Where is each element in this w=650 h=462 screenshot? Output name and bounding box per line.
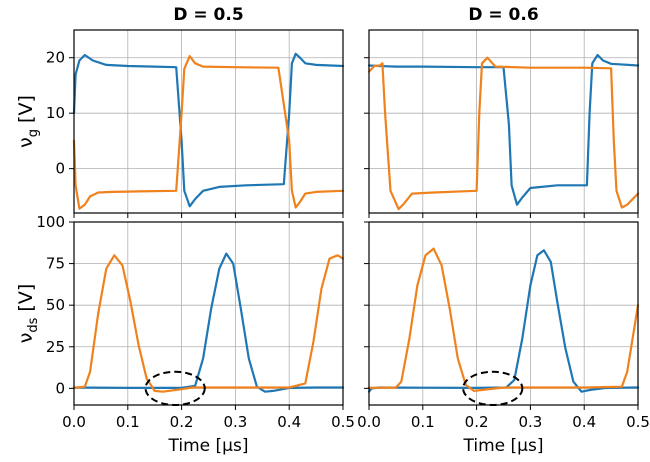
- y-axis-label: νg [V]: [15, 95, 41, 148]
- series-line-1: [367, 247, 640, 392]
- series-line-1: [72, 254, 345, 393]
- axes-frame: [368, 29, 639, 214]
- y-tick-label: 20: [46, 49, 65, 67]
- y-tick-label: 75: [46, 255, 65, 273]
- x-tick-label: 0.3: [223, 413, 247, 431]
- y-tick-label: 10: [46, 104, 65, 122]
- series-line-1: [367, 56, 640, 211]
- x-tick-label: 0.2: [465, 413, 489, 431]
- x-tick-label: 0.4: [572, 413, 596, 431]
- x-tick-label: 0.4: [277, 413, 301, 431]
- series-line-0: [367, 249, 640, 393]
- x-tick-label: 0.0: [357, 413, 381, 431]
- axes-frame: [368, 221, 639, 406]
- x-tick-label: 0.2: [170, 413, 194, 431]
- panel-drain-left: 0 25 50 75 100 0.0 0.1 0.2 0.3 0.4 0.5 νds [V] Ti…: [15, 213, 355, 456]
- y-tick-label: 50: [46, 296, 65, 314]
- panel-title: D = 0.6: [468, 5, 538, 25]
- panel-title: D = 0.5: [173, 5, 243, 25]
- y-tick-label: 25: [46, 338, 65, 356]
- x-tick-label: 0.1: [116, 413, 140, 431]
- x-tick-label: 0.5: [626, 413, 650, 431]
- panel-gate-right: D = 0.6: [364, 5, 640, 218]
- panel-gate-left: 0 10 20 D = 0.5 νg [V]: [15, 5, 345, 218]
- series-line-0: [367, 53, 640, 206]
- x-tick-label: 0.5: [331, 413, 355, 431]
- series-line-1: [72, 54, 345, 210]
- panel-drain-right: 0.0 0.1 0.2 0.3 0.4 0.5 Time [μs]: [357, 221, 650, 456]
- axes-frame: [73, 221, 344, 406]
- axes-frame: [73, 29, 344, 214]
- y-tick-label: 0: [55, 160, 65, 178]
- series-line-0: [72, 52, 345, 208]
- y-axis-label: νds [V]: [15, 284, 41, 344]
- x-tick-label: 0.1: [411, 413, 435, 431]
- series-line-0: [72, 252, 345, 393]
- x-axis-label: Time [μs]: [463, 436, 544, 456]
- y-tick-label: 100: [36, 213, 65, 231]
- y-tick-label: 0: [55, 379, 65, 397]
- x-tick-label: 0.3: [518, 413, 542, 431]
- x-axis-label: Time [μs]: [168, 436, 249, 456]
- x-tick-label: 0.0: [62, 413, 86, 431]
